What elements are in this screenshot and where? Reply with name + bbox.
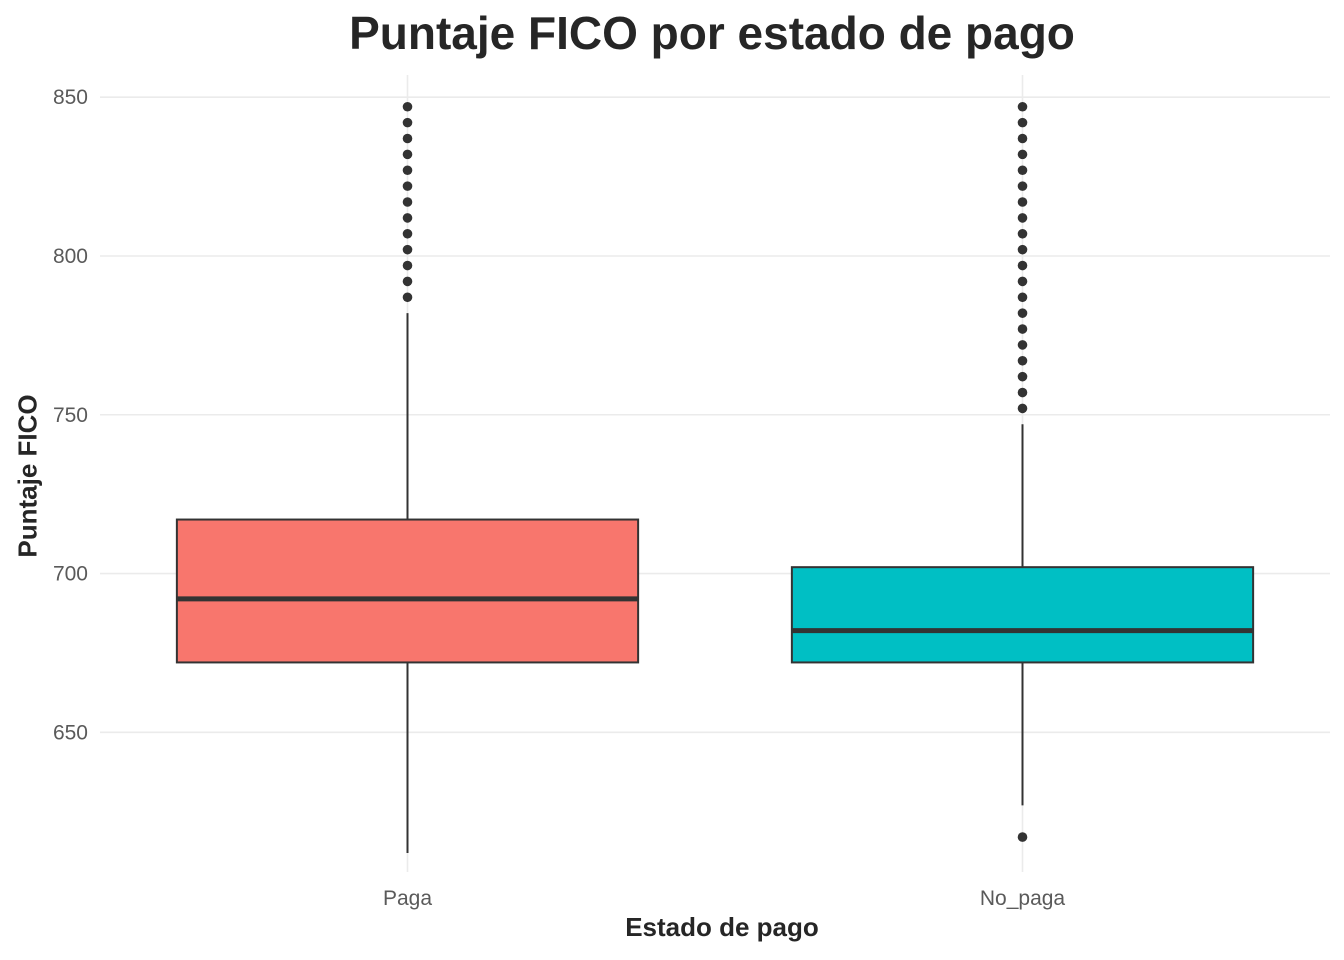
x-tick-label: No_paga [980, 887, 1066, 910]
outlier-point [1017, 276, 1028, 287]
outlier-point [1017, 101, 1028, 112]
outlier-point [1017, 832, 1028, 842]
outlier-point [402, 165, 413, 176]
iqr-box [175, 518, 640, 664]
outlier-point [1017, 324, 1028, 334]
outlier-point [402, 292, 413, 303]
outlier-point [1017, 213, 1028, 223]
outlier-point [1017, 228, 1028, 239]
box-paga [175, 101, 640, 853]
box-no-paga [790, 101, 1255, 842]
outlier-point [1017, 355, 1028, 366]
x-axis-title: Estado de pago [625, 912, 819, 942]
outlier-point [1017, 117, 1028, 128]
x-tick-label: Paga [383, 887, 432, 910]
outlier-point [402, 276, 413, 287]
outlier-point [1017, 165, 1028, 176]
outlier-point [1017, 149, 1028, 160]
outlier-point [1017, 181, 1028, 191]
y-tick-label: 700 [53, 563, 88, 586]
outlier-point [402, 228, 413, 239]
y-tick-label: 750 [53, 404, 88, 427]
outlier-point [402, 260, 413, 271]
outlier-point [402, 213, 413, 223]
outlier-point [1017, 244, 1028, 255]
outlier-point [402, 101, 413, 112]
outlier-point [1017, 308, 1028, 318]
outlier-point [402, 244, 413, 255]
outlier-point [1017, 197, 1028, 207]
iqr-box [790, 566, 1255, 664]
outlier-point [402, 133, 413, 144]
chart-title: Puntaje FICO por estado de pago [349, 7, 1075, 59]
outlier-point [1017, 292, 1028, 303]
y-tick-label: 800 [53, 245, 88, 268]
outlier-point [1017, 260, 1028, 271]
outlier-point [1017, 133, 1028, 144]
outlier-point [402, 197, 413, 207]
grid-layer [100, 75, 1330, 872]
outlier-point [402, 117, 413, 128]
outlier-point [1017, 403, 1028, 414]
outlier-point [1017, 387, 1028, 398]
outlier-point [1017, 371, 1028, 382]
outlier-point [402, 149, 413, 160]
y-tick-label: 850 [53, 86, 88, 109]
y-tick-label: 650 [53, 721, 88, 744]
outlier-point [1017, 340, 1028, 350]
axis-layer: 650 700 750 800 850 Paga No_paga [53, 86, 1065, 910]
outlier-point [402, 181, 413, 191]
box-layer [175, 101, 1255, 853]
